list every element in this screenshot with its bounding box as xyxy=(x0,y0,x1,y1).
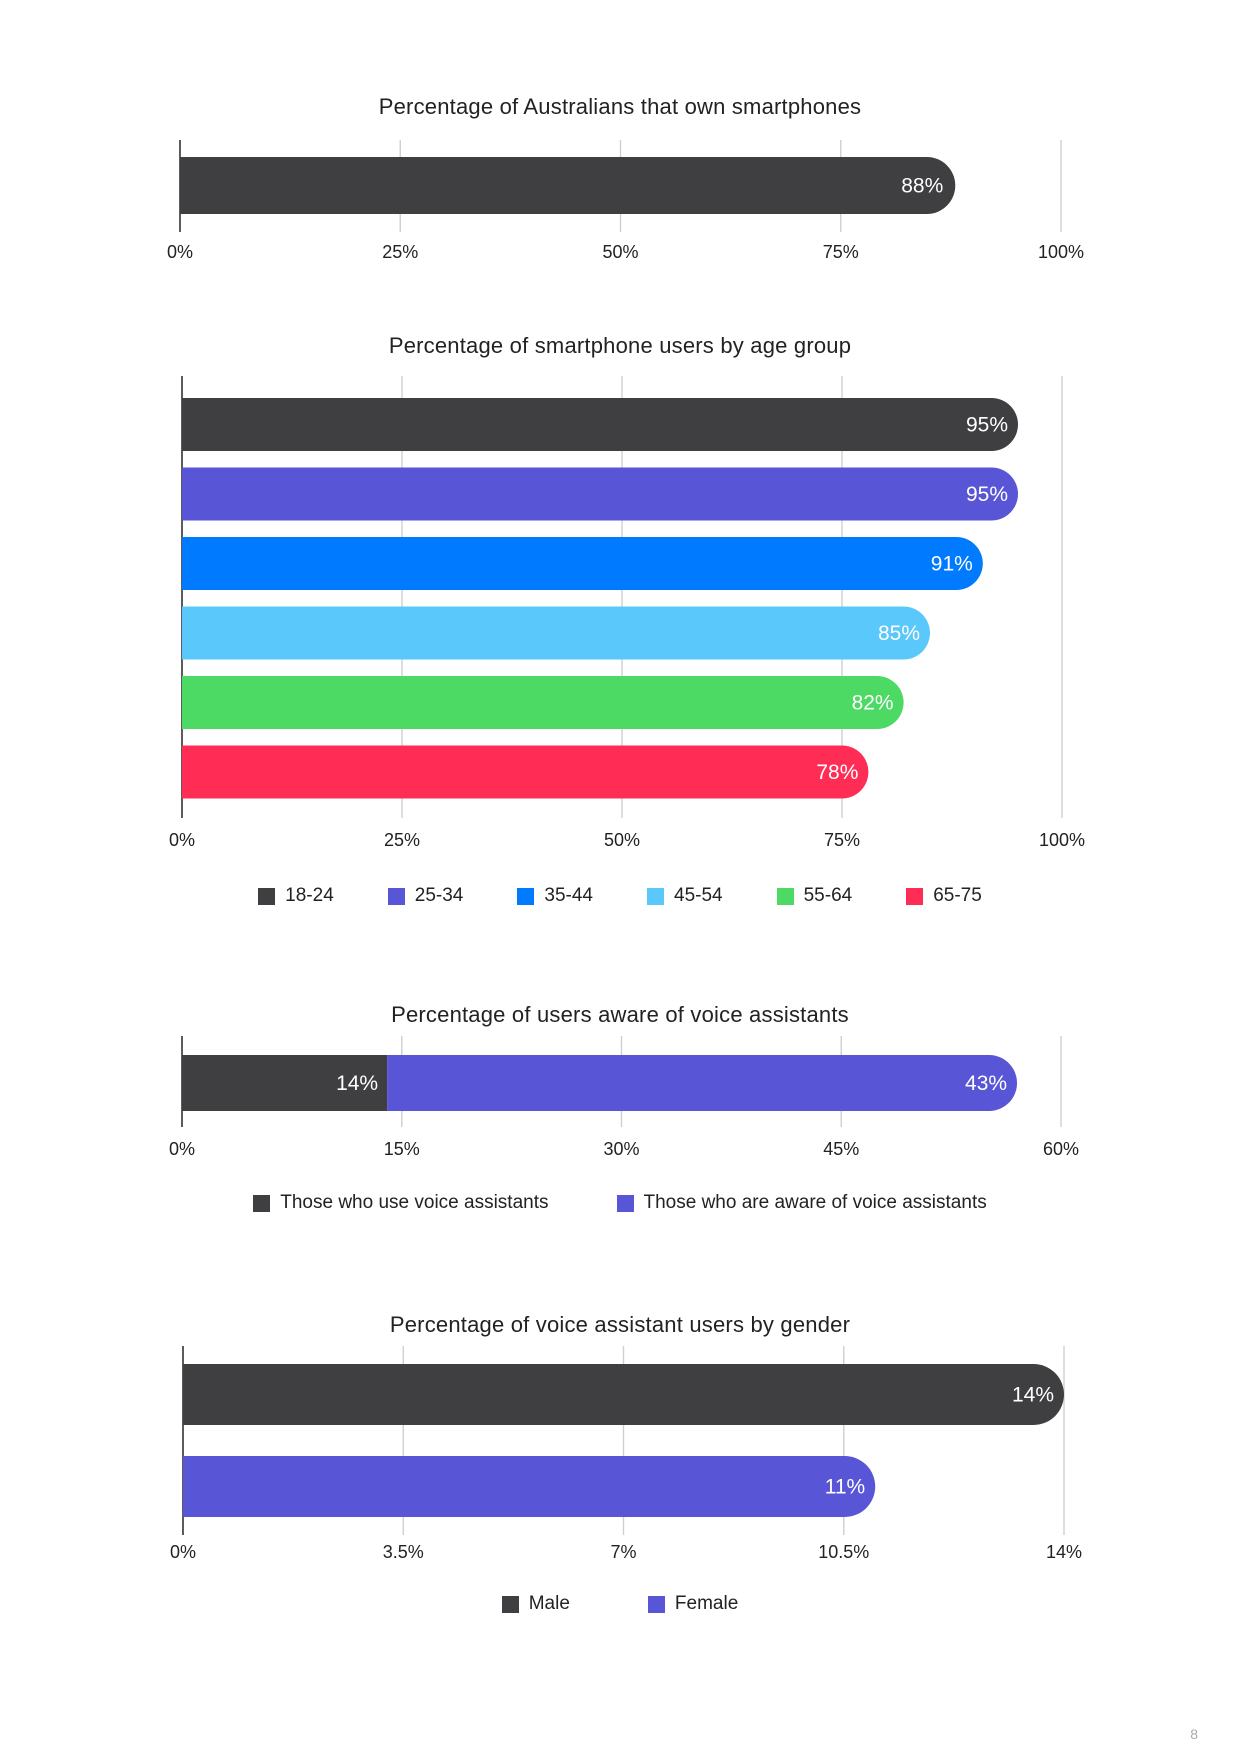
gender-bar-female xyxy=(183,1456,876,1517)
age-data-label: 85% xyxy=(878,622,920,645)
awareness-tick-label: 0% xyxy=(169,1139,195,1159)
age-tick-label: 0% xyxy=(169,830,195,850)
gender-data-label: 11% xyxy=(825,1476,865,1499)
chart-smartphone-ownership: 0% 25% 50% 75% 100% 88% xyxy=(167,140,1084,262)
age-tick-label: 50% xyxy=(604,830,640,850)
awareness-data-label: 14% xyxy=(336,1072,378,1095)
gender-legend-swatch xyxy=(647,1595,665,1613)
age-data-label: 91% xyxy=(931,553,973,576)
age-bar-25-34 xyxy=(182,467,1018,521)
ownership-tick-label: 25% xyxy=(382,242,418,262)
awareness-tick-label: 15% xyxy=(384,1139,420,1159)
age-bar-35-44 xyxy=(182,537,983,590)
ownership-tick-label: 50% xyxy=(602,242,638,262)
ownership-data-label: 88% xyxy=(901,175,943,198)
chart-title-voice-awareness: Percentage of users aware of voice assis… xyxy=(391,1002,849,1027)
ownership-tick-label: 75% xyxy=(823,242,859,262)
gender-tick-label: 3.5% xyxy=(383,1542,424,1562)
age-legend-swatch xyxy=(258,887,276,905)
awareness-legend-label: Those who use voice assistants xyxy=(280,1192,549,1213)
age-legend-swatch xyxy=(387,887,405,905)
gender-data-label: 14% xyxy=(1012,1384,1054,1407)
awareness-bar-aware xyxy=(387,1055,1018,1111)
gender-legend-label: Male xyxy=(528,1593,570,1614)
gender-tick-label: 0% xyxy=(170,1542,196,1562)
awareness-bar-use xyxy=(182,1055,388,1111)
awareness-data-label: 43% xyxy=(965,1072,1007,1095)
awareness-legend-item: Those who use voice assistants xyxy=(253,1191,549,1215)
chart-voice-awareness: 0% 15% 30% 45% 60% 14% 43% xyxy=(169,1036,1079,1159)
age-legend-label: 65-75 xyxy=(933,885,982,906)
age-legend-label: 25-34 xyxy=(414,885,464,906)
awareness-legend-swatch xyxy=(616,1194,634,1212)
age-legend-label: 35-44 xyxy=(544,885,593,906)
age-legend-item: 35-44 xyxy=(517,884,593,908)
gender-legend-swatch xyxy=(501,1595,519,1613)
age-legend-item: 25-34 xyxy=(387,884,464,908)
age-tick-label: 25% xyxy=(384,830,420,850)
ownership-tick-label: 100% xyxy=(1038,242,1084,262)
chart-title-smartphone-ownership: Percentage of Australians that own smart… xyxy=(378,94,862,119)
gender-legend-item: Female xyxy=(647,1592,739,1616)
legend-age-group: 18-24 25-34 35-44 45-54 55-64 65-75 xyxy=(180,884,1060,908)
age-legend-swatch xyxy=(647,887,664,905)
awareness-legend-swatch xyxy=(253,1194,271,1212)
age-legend-label: 18-24 xyxy=(285,885,334,906)
awareness-legend-label: Those who are aware of voice assistants xyxy=(643,1192,987,1213)
gender-legend-item: Male xyxy=(501,1592,570,1616)
awareness-tick-label: 60% xyxy=(1043,1139,1079,1159)
page-number: 8 xyxy=(1190,1726,1198,1742)
age-data-label: 78% xyxy=(816,761,858,784)
age-legend-swatch xyxy=(906,887,924,905)
ownership-bar xyxy=(180,157,956,214)
age-legend-label: 55-64 xyxy=(803,885,853,906)
gender-legend-label: Female xyxy=(674,1593,739,1614)
age-legend-item: 65-75 xyxy=(906,884,982,908)
chart-title-gender: Percentage of voice assistant users by g… xyxy=(389,1312,851,1337)
age-tick-label: 100% xyxy=(1039,830,1085,850)
chart-age-group: 0% 25% 50% 75% 100% 95% 95% 91% 85% 82% 78% xyxy=(169,376,1085,850)
age-tick-label: 75% xyxy=(824,830,860,850)
legend-gender: Male Female xyxy=(180,1592,1060,1616)
awareness-tick-label: 30% xyxy=(603,1139,639,1159)
age-bar-18-24 xyxy=(182,398,1018,451)
legend-voice-awareness: Those who use voice assistants Those who … xyxy=(180,1191,1060,1215)
age-legend-swatch xyxy=(776,887,794,905)
age-data-label: 95% xyxy=(966,483,1008,506)
age-data-label: 82% xyxy=(852,692,894,715)
ownership-tick-label: 0% xyxy=(167,242,193,262)
awareness-legend-item: Those who are aware of voice assistants xyxy=(616,1191,987,1215)
gender-tick-label: 14% xyxy=(1046,1542,1082,1562)
chart-gender: 0% 3.5% 7% 10.5% 14% 14% 11% xyxy=(170,1346,1082,1562)
age-legend-item: 45-54 xyxy=(647,884,723,908)
gender-bar-male xyxy=(183,1364,1064,1425)
gender-tick-label: 7% xyxy=(610,1542,636,1562)
age-bar-65-75 xyxy=(182,745,869,799)
age-data-label: 95% xyxy=(966,414,1008,437)
gender-tick-label: 10.5% xyxy=(818,1542,869,1562)
age-legend-swatch xyxy=(517,887,535,905)
age-bar-55-64 xyxy=(182,676,904,729)
awareness-tick-label: 45% xyxy=(823,1139,859,1159)
chart-title-age-group: Percentage of smartphone users by age gr… xyxy=(388,333,852,358)
age-legend-item: 18-24 xyxy=(258,884,334,908)
age-legend-label: 45-54 xyxy=(674,885,723,906)
age-legend-item: 55-64 xyxy=(776,884,853,908)
age-bar-45-54 xyxy=(182,606,930,660)
